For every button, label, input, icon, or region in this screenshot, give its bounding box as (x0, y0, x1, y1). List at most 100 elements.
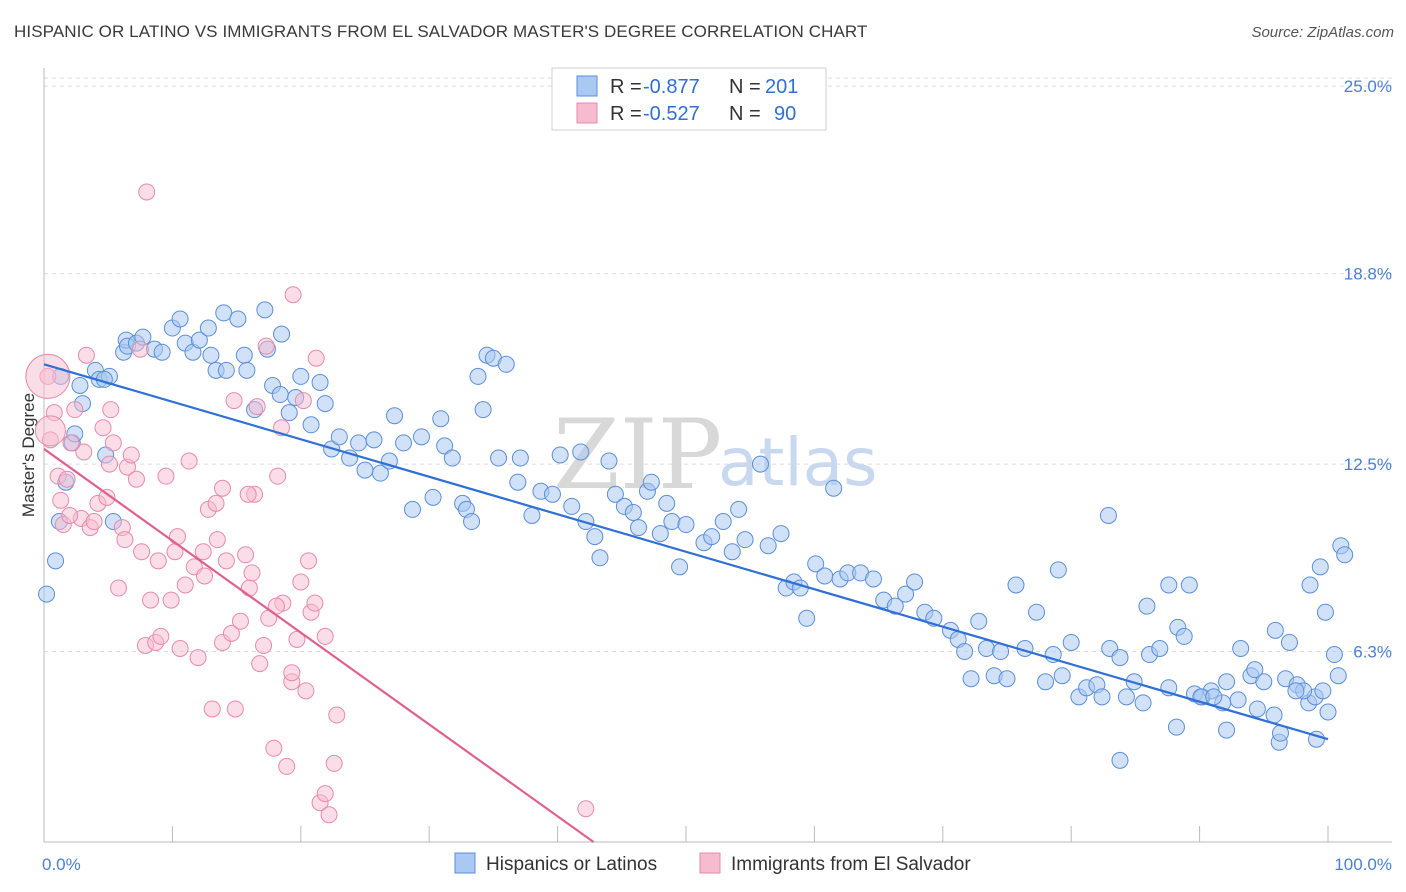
data-point-hispanic (998, 670, 1016, 688)
data-point-hispanic (1280, 633, 1298, 651)
data-point-hispanic (658, 494, 676, 512)
axes (43, 68, 1392, 843)
data-point-salvador (94, 419, 112, 437)
series-immigrants-from-el-salvador (25, 183, 595, 824)
watermark-atlas: atlas (718, 424, 878, 501)
data-point-hispanic (772, 525, 790, 543)
data-point-hispanic (280, 404, 298, 422)
data-point-hispanic (977, 640, 995, 657)
data-point-hispanic (1138, 597, 1156, 615)
data-point-salvador (149, 552, 167, 570)
data-point-hispanic (1007, 576, 1025, 594)
data-point-hispanic (751, 455, 769, 473)
data-point-salvador (152, 627, 170, 645)
data-point-hispanic (1301, 576, 1319, 594)
data-point-salvador (316, 627, 334, 645)
data-point-hispanic (1248, 700, 1266, 718)
data-point-hispanic (1329, 667, 1347, 685)
data-point-hispanic (629, 519, 647, 537)
data-point-hispanic (736, 531, 754, 549)
data-point-hispanic (316, 395, 334, 413)
legend-r-label-1: R = (610, 76, 642, 98)
data-point-hispanic (424, 488, 442, 506)
data-point-hispanic (38, 585, 56, 603)
trend-lines (43, 363, 1329, 843)
data-point-salvador (109, 579, 127, 597)
data-point-hispanic (1246, 661, 1264, 679)
data-point-hispanic (1218, 721, 1236, 739)
data-point-salvador (217, 552, 235, 570)
data-point-salvador (189, 649, 207, 667)
x-tick-label-min: 0.0% (42, 855, 81, 874)
data-point-salvador (122, 446, 140, 464)
y-tick-label: 25.0% (1344, 77, 1392, 96)
data-point-hispanic (807, 555, 825, 573)
data-point-hispanic (671, 558, 689, 576)
data-point-hispanic (1160, 576, 1178, 594)
data-point-hispanic (1316, 603, 1334, 621)
data-point-hispanic (350, 434, 368, 452)
data-point-hispanic (543, 485, 561, 503)
data-point-hispanic (469, 367, 487, 385)
data-point-hispanic (215, 304, 233, 322)
legend-n-label-2: N = (729, 103, 761, 125)
data-point-hispanic (229, 310, 247, 328)
data-point-salvador (284, 286, 302, 304)
data-point-salvador (142, 591, 160, 609)
data-point-hispanic (798, 609, 816, 627)
data-point-hispanic (723, 543, 741, 561)
data-point-hispanic (292, 367, 310, 385)
data-point-hispanic (1037, 673, 1055, 691)
data-point-salvador (98, 488, 116, 506)
data-point-hispanic (825, 479, 843, 497)
data-point-hispanic (463, 513, 481, 531)
data-point-hispanic (864, 570, 882, 588)
data-point-salvador (316, 785, 334, 803)
data-point-hispanic (606, 485, 624, 503)
data-point-hispanic (651, 525, 669, 543)
data-point-hispanic (235, 346, 253, 364)
data-point-hispanic (586, 528, 604, 546)
data-point-salvador (194, 543, 212, 561)
data-point-hispanic (1028, 603, 1046, 621)
legend-swatch-pink (576, 102, 598, 124)
legend-r-value-2: -0.527 (643, 103, 700, 125)
data-point-hispanic (1053, 667, 1071, 685)
data-point-salvador (269, 467, 287, 485)
data-point-salvador (66, 401, 84, 419)
data-point-hispanic (600, 452, 618, 470)
data-point-salvador (138, 183, 156, 201)
data-point-salvador (208, 531, 226, 549)
legend-r-value-1: -0.877 (643, 76, 700, 98)
data-point-hispanic (302, 416, 320, 434)
data-point-salvador (243, 564, 261, 582)
data-point-salvador (75, 443, 93, 461)
data-point-salvador (239, 485, 257, 503)
data-point-salvador (292, 573, 310, 591)
data-point-salvador (294, 392, 312, 410)
data-point-salvador (251, 655, 269, 673)
x-tick-label-max: 100.0% (1334, 855, 1392, 874)
data-point-hispanic (897, 585, 915, 603)
data-point-hispanic (1265, 706, 1283, 724)
data-point-hispanic (730, 500, 748, 518)
data-point-salvador (213, 479, 231, 497)
data-point-hispanic (962, 670, 980, 688)
data-point-salvador (248, 398, 266, 416)
x-ticks (43, 826, 1329, 842)
data-point-hispanic (551, 446, 569, 464)
data-point-hispanic (371, 464, 389, 482)
data-point-hispanic (624, 503, 642, 521)
stats-legend: R = -0.877 N = 201 R = -0.527 N = 90 (551, 67, 827, 131)
data-point-hispanic (1287, 682, 1305, 700)
data-point-hispanic (956, 643, 974, 661)
series-legend: Hispanics or Latinos Immigrants from El … (454, 852, 971, 875)
data-point-hispanic (404, 500, 422, 518)
data-point-salvador (102, 401, 120, 419)
data-point-hispanic (395, 434, 413, 452)
data-point-hispanic (311, 373, 329, 391)
data-point-salvador (231, 612, 249, 630)
data-point-hispanic (217, 361, 235, 379)
data-point-hispanic (1111, 649, 1129, 667)
